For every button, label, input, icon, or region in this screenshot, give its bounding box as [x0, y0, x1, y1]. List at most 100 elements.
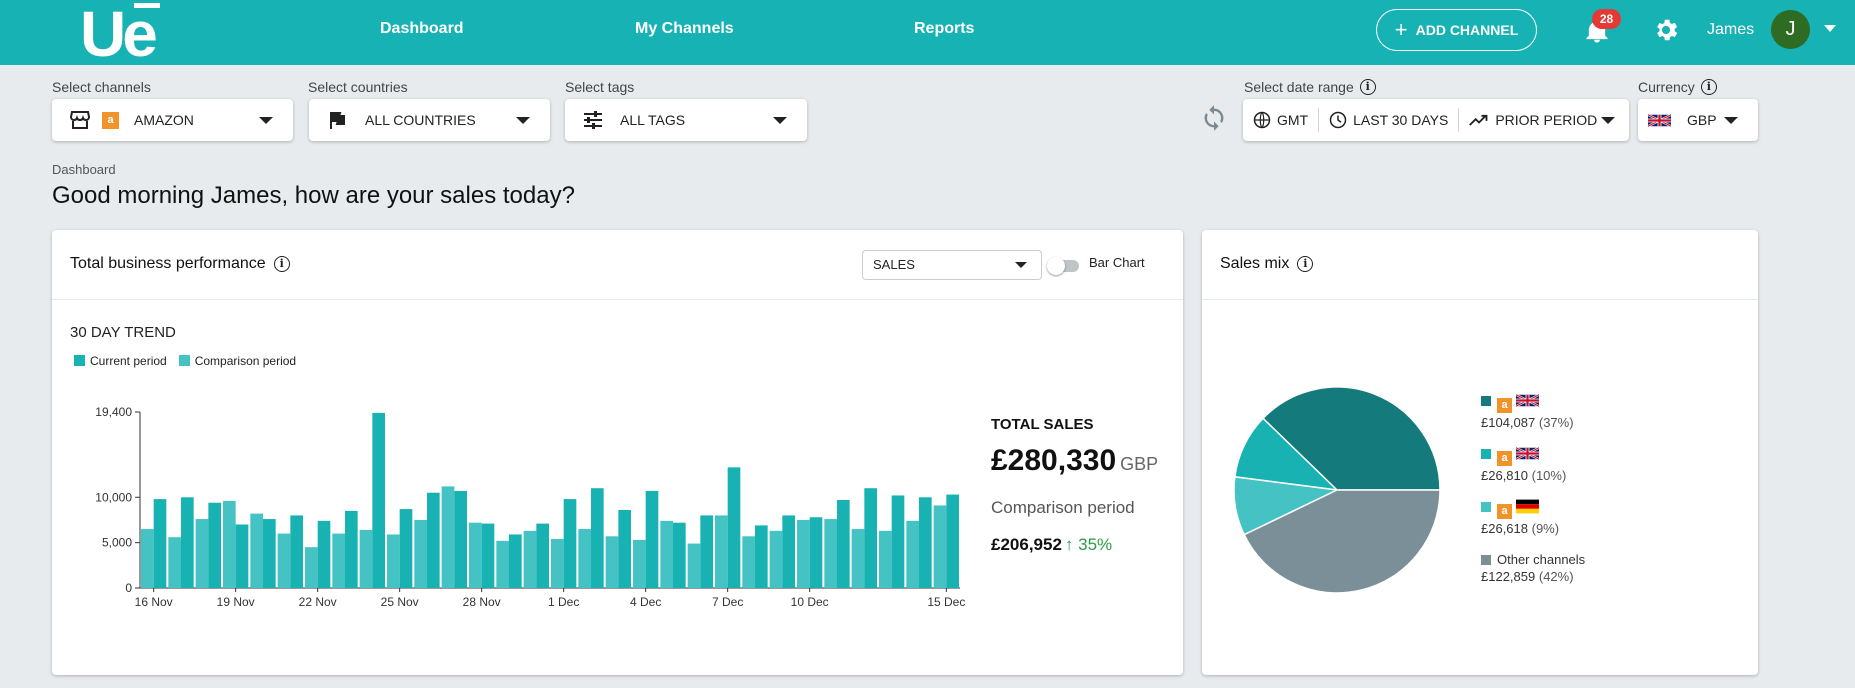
- info-icon[interactable]: i: [1359, 79, 1376, 95]
- timezone-segment[interactable]: GMT: [1243, 99, 1318, 141]
- bar-current[interactable]: [317, 520, 331, 588]
- bar-current[interactable]: [509, 534, 522, 588]
- bar-current[interactable]: [208, 502, 221, 588]
- bar-current[interactable]: [481, 523, 495, 588]
- bar-comparison[interactable]: [414, 519, 427, 588]
- gear-icon[interactable]: [1652, 16, 1680, 44]
- bar-comparison[interactable]: [496, 540, 509, 588]
- bar-current[interactable]: [727, 467, 741, 588]
- bar-comparison[interactable]: [633, 539, 646, 588]
- info-icon[interactable]: i: [273, 256, 290, 272]
- bar-comparison[interactable]: [797, 519, 810, 588]
- legend-swatch: [1481, 396, 1491, 406]
- bar-chart-toggle[interactable]: [1047, 257, 1079, 275]
- currency-select[interactable]: GBP: [1638, 99, 1758, 141]
- bar-comparison[interactable]: [277, 533, 291, 588]
- bar-current[interactable]: [645, 490, 659, 588]
- mix-item[interactable]: a £26,618 (9%): [1481, 499, 1559, 536]
- countries-select[interactable]: ALL COUNTRIES: [309, 99, 550, 141]
- nav-reports[interactable]: Reports: [914, 20, 975, 37]
- bar-current[interactable]: [372, 412, 385, 588]
- nav-dashboard[interactable]: Dashboard: [380, 20, 464, 37]
- bar-comparison[interactable]: [769, 530, 783, 588]
- legend-item-current[interactable]: Current period: [74, 354, 167, 368]
- x-tick-label: 7 Dec: [712, 595, 743, 609]
- sales-mix-title: Sales mix: [1220, 255, 1290, 272]
- bar-comparison[interactable]: [195, 519, 209, 588]
- bar-current[interactable]: [263, 519, 276, 588]
- bar-current[interactable]: [946, 494, 959, 588]
- bar-comparison[interactable]: [933, 505, 947, 588]
- user-name[interactable]: James: [1707, 21, 1755, 38]
- bar-current[interactable]: [454, 490, 467, 588]
- add-channel-button[interactable]: + ADD CHANNEL: [1376, 9, 1537, 51]
- bar-comparison[interactable]: [469, 522, 482, 588]
- breadcrumb[interactable]: Dashboard: [52, 162, 116, 177]
- bar-current[interactable]: [427, 492, 440, 588]
- pie-slice[interactable]: [1261, 386, 1441, 491]
- legend-item-comparison[interactable]: Comparison period: [178, 354, 296, 368]
- info-icon[interactable]: i: [1700, 79, 1717, 95]
- bar-current[interactable]: [864, 488, 877, 588]
- bar-comparison[interactable]: [715, 515, 728, 588]
- date-range-select[interactable]: GMT LAST 30 DAYS PRIOR PERIOD: [1243, 99, 1629, 141]
- bar-current[interactable]: [290, 515, 303, 588]
- pie-slice[interactable]: [1243, 489, 1441, 594]
- bar-current[interactable]: [181, 497, 194, 588]
- info-icon[interactable]: i: [1297, 256, 1314, 272]
- nav-my-channels[interactable]: My Channels: [635, 20, 734, 37]
- bar-current[interactable]: [837, 500, 850, 588]
- range-segment[interactable]: LAST 30 DAYS: [1319, 99, 1458, 141]
- metric-select[interactable]: SALES: [862, 250, 1042, 280]
- bar-comparison[interactable]: [223, 500, 236, 588]
- bar-comparison[interactable]: [851, 529, 865, 588]
- bar-comparison[interactable]: [332, 533, 345, 588]
- refresh-icon[interactable]: [1200, 104, 1228, 132]
- mix-item[interactable]: a £104,087 (37%): [1481, 393, 1574, 430]
- bar-comparison[interactable]: [359, 529, 373, 588]
- bar-comparison[interactable]: [605, 536, 619, 588]
- bar-comparison[interactable]: [824, 519, 837, 588]
- bar-comparison[interactable]: [305, 547, 318, 588]
- bar-comparison[interactable]: [660, 520, 673, 588]
- bar-comparison[interactable]: [742, 536, 755, 588]
- bar-current[interactable]: [755, 525, 768, 588]
- legend-swatch: [178, 355, 190, 366]
- legend-swatch: [1481, 449, 1491, 459]
- bar-current[interactable]: [591, 488, 604, 588]
- bar-comparison[interactable]: [250, 513, 263, 588]
- bar-current[interactable]: [891, 495, 905, 588]
- ue-logo[interactable]: Ue: [80, 0, 172, 60]
- bar-current[interactable]: [618, 509, 631, 588]
- bar-comparison[interactable]: [168, 537, 181, 588]
- mix-item[interactable]: Other channels £122,859 (42%): [1481, 552, 1585, 584]
- bar-current[interactable]: [700, 515, 713, 588]
- bar-current[interactable]: [809, 517, 823, 588]
- bar-comparison[interactable]: [906, 520, 919, 588]
- bar-current[interactable]: [673, 522, 686, 588]
- bar-current[interactable]: [536, 523, 549, 588]
- bar-current[interactable]: [782, 515, 795, 588]
- bar-current[interactable]: [235, 524, 249, 588]
- bar-comparison[interactable]: [441, 486, 455, 588]
- bar-current[interactable]: [399, 509, 413, 588]
- mix-value: £104,087: [1481, 415, 1536, 430]
- bar-comparison[interactable]: [523, 530, 537, 588]
- bar-current[interactable]: [919, 497, 932, 588]
- avatar[interactable]: J: [1771, 10, 1810, 49]
- comparison-segment[interactable]: PRIOR PERIOD: [1459, 99, 1607, 141]
- countries-value: ALL COUNTRIES: [365, 112, 476, 128]
- bar-comparison[interactable]: [551, 539, 564, 588]
- bar-comparison[interactable]: [578, 529, 591, 588]
- channels-select[interactable]: a AMAZON: [52, 99, 293, 141]
- mix-item[interactable]: a £26,810 (10%): [1481, 446, 1566, 483]
- bar-comparison[interactable]: [687, 543, 701, 588]
- bar-current[interactable]: [563, 499, 577, 588]
- bar-comparison[interactable]: [879, 530, 892, 588]
- bar-comparison[interactable]: [141, 529, 154, 588]
- chevron-down-icon[interactable]: [1824, 25, 1836, 32]
- bar-current[interactable]: [345, 510, 358, 588]
- tags-select[interactable]: ALL TAGS: [565, 99, 807, 141]
- bar-current[interactable]: [153, 499, 167, 588]
- bar-comparison[interactable]: [387, 534, 400, 588]
